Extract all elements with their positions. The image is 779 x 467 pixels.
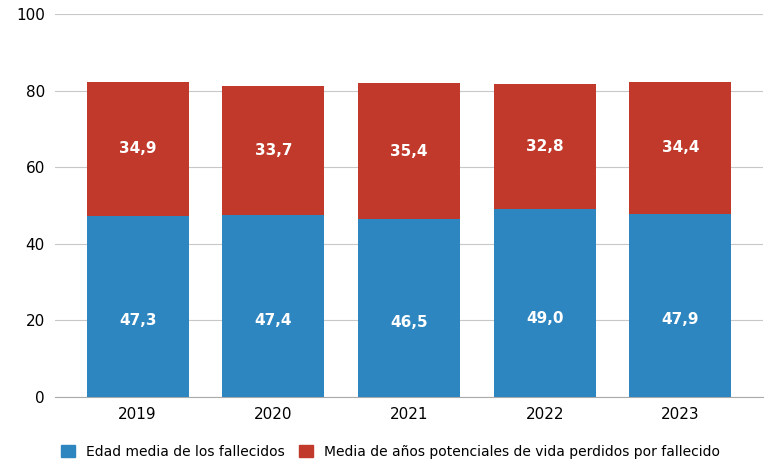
Text: 47,4: 47,4 <box>255 313 292 328</box>
Bar <box>494 84 595 209</box>
Bar <box>494 209 595 397</box>
Text: 47,9: 47,9 <box>661 312 699 327</box>
Text: 34,9: 34,9 <box>119 142 157 156</box>
Bar <box>223 86 324 215</box>
Text: 32,8: 32,8 <box>526 139 563 154</box>
Bar <box>86 216 189 397</box>
Text: 35,4: 35,4 <box>390 144 428 159</box>
Legend: Edad media de los fallecidos, Media de años potenciales de vida perdidos por fal: Edad media de los fallecidos, Media de a… <box>62 445 720 459</box>
Text: 47,3: 47,3 <box>119 313 157 328</box>
Text: 33,7: 33,7 <box>255 143 292 158</box>
Bar <box>629 213 731 397</box>
Bar <box>86 82 189 216</box>
Bar <box>358 83 460 219</box>
Text: 49,0: 49,0 <box>526 311 563 325</box>
Text: 34,4: 34,4 <box>661 140 699 155</box>
Bar <box>358 219 460 397</box>
Text: 46,5: 46,5 <box>390 315 428 330</box>
Bar <box>629 82 731 213</box>
Bar <box>223 215 324 397</box>
